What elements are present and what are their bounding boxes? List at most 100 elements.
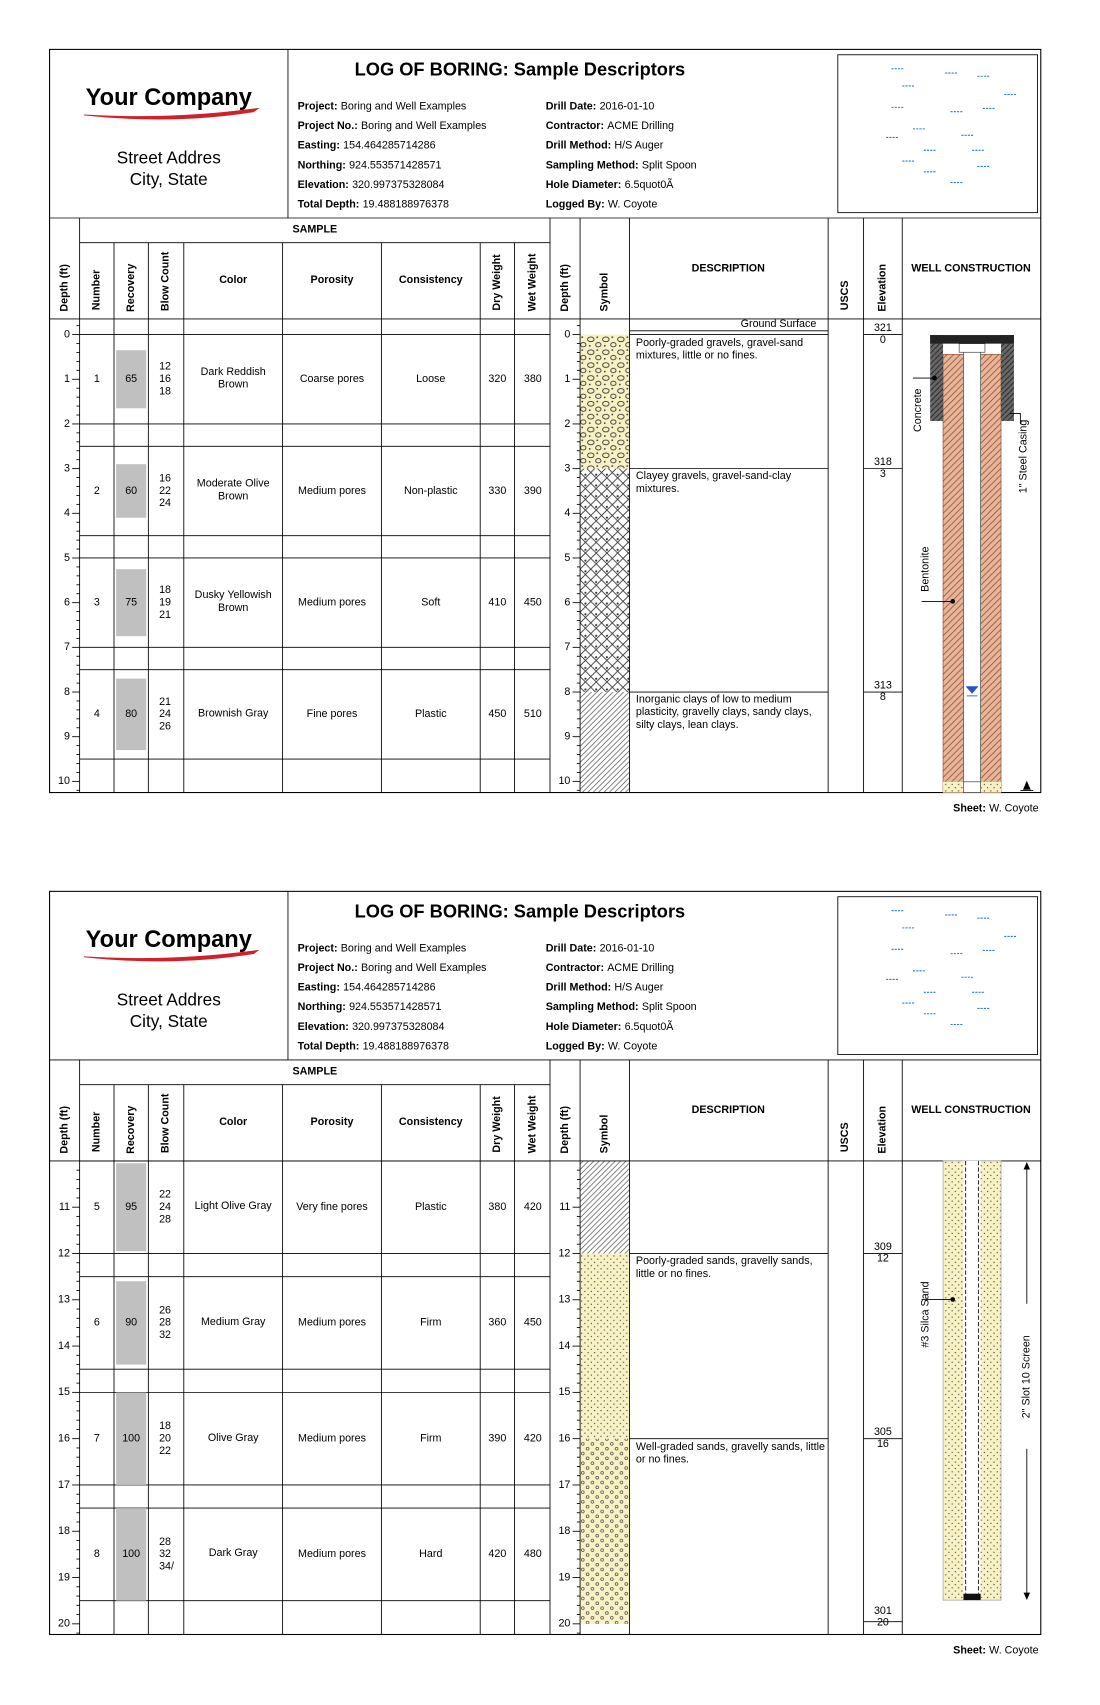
address: City, State — [130, 169, 208, 189]
porosity: Medium pores — [298, 485, 366, 497]
depth-tick-label: 16 — [558, 1432, 570, 1444]
header-field: Logged By: W. Coyote — [546, 1040, 658, 1052]
depth-tick-label: 8 — [564, 686, 570, 698]
column-header: Recovery — [125, 264, 137, 312]
sheet-value: W. Coyote — [989, 802, 1038, 814]
field-value: Boring and Well Examples — [341, 100, 467, 112]
well-label: Concrete — [912, 388, 924, 432]
sample-number: 7 — [94, 1432, 100, 1444]
well-label: 2" Slot 10 Screen — [1021, 1335, 1033, 1418]
header-field: Sampling Method: Split Spoon — [546, 159, 697, 171]
water-level — [965, 686, 979, 694]
depth-label: 3 — [880, 468, 886, 480]
depth-tick-label: 10 — [58, 775, 70, 787]
field-label: Drill Date: — [546, 942, 597, 954]
recovery-bar — [116, 1163, 147, 1252]
field-label: Hole Diameter: — [546, 1021, 622, 1033]
depth-tick-label: 8 — [64, 686, 70, 698]
description: Inorganic clays of low to medium plastic… — [635, 694, 812, 732]
header-field: Contractor: ACME Drilling — [546, 962, 674, 974]
consistency: Plastic — [415, 708, 447, 720]
sample-number: 6 — [94, 1317, 100, 1329]
recovery-bar — [116, 464, 147, 518]
blow-count: 19 — [159, 596, 171, 608]
column-header: Porosity — [311, 1116, 354, 1128]
header-field: Project: Boring and Well Examples — [298, 942, 467, 954]
header-field: Project: Boring and Well Examples — [298, 100, 467, 112]
depth-tick-label: 17 — [558, 1479, 570, 1491]
header-field: Contractor: ACME Drilling — [546, 120, 674, 132]
color: Dark Gray — [208, 1547, 258, 1560]
column-header: Dry Weight — [491, 254, 503, 311]
depth-tick-label: 10 — [558, 775, 570, 787]
well-label: Bentonite — [920, 546, 932, 591]
color-box: Dark Reddish Brown — [200, 366, 266, 392]
header-field: Drill Method: H/S Auger — [546, 139, 664, 151]
color: Medium Gray — [200, 1316, 266, 1329]
wet-weight: 450 — [524, 1317, 542, 1329]
depth-tick-label: 2 — [564, 418, 570, 430]
blow-count: 18 — [159, 1420, 171, 1432]
depth-tick-label: 20 — [558, 1618, 570, 1630]
recovery-bar — [116, 1392, 147, 1485]
header-field: Total Depth: 19.488188976378 — [298, 1040, 449, 1052]
porosity: Medium pores — [298, 1317, 366, 1329]
pipe-cap — [958, 343, 986, 353]
description: Well-graded sands, gravelly sands, littl… — [635, 1440, 825, 1466]
depth-tick-label: 14 — [558, 1340, 570, 1352]
blow-count: 24 — [159, 708, 171, 720]
field-label: Total Depth: — [298, 1040, 360, 1052]
blow-count: 21 — [159, 609, 171, 621]
color: Dark Reddish Brown — [200, 366, 266, 392]
consistency: Firm — [420, 1317, 441, 1329]
field-label: Project No.: — [298, 120, 358, 132]
field-value: Split Spoon — [642, 159, 697, 171]
porosity: Medium pores — [298, 596, 366, 608]
color-box: Light Olive Gray — [195, 1201, 272, 1213]
blow-count: 18 — [159, 584, 171, 596]
blow-count: 28 — [159, 1213, 171, 1225]
depth-tick-label: 15 — [58, 1386, 70, 1398]
address: City, State — [130, 1011, 208, 1031]
color-box: Dark Gray — [208, 1547, 258, 1560]
column-header: Consistency — [399, 1116, 463, 1128]
recovery-bar — [116, 678, 147, 751]
dry-weight: 390 — [488, 1432, 506, 1444]
column-header: WELL CONSTRUCTION — [911, 1104, 1031, 1116]
porosity: Medium pores — [298, 1432, 366, 1444]
column-header: USCS — [839, 1122, 851, 1152]
blow-count: 32 — [159, 1329, 171, 1341]
header-field: Easting: 154.464285714286 — [298, 139, 436, 151]
recovery: 65 — [125, 373, 137, 385]
recovery-bar — [116, 1508, 147, 1601]
field-label: Logged By: — [546, 198, 605, 210]
blow-count: 24 — [159, 497, 171, 509]
color: Dusky Yellowish Brown — [194, 589, 272, 615]
color: Moderate Olive Brown — [196, 478, 270, 503]
depth-tick-label: 14 — [58, 1340, 70, 1352]
address: Street Addres — [117, 147, 221, 167]
blow-count: 28 — [159, 1317, 171, 1329]
blow-count: 12 — [159, 361, 171, 373]
symbol-fill — [580, 1253, 630, 1439]
field-label: Sampling Method: — [546, 1001, 639, 1013]
depth-tick-label: 2 — [64, 418, 70, 430]
site-map — [837, 54, 1038, 214]
column-header: Wet Weight — [527, 1095, 539, 1153]
description-box: Poorly-graded gravels, gravel-sand mixtu… — [636, 337, 803, 362]
dry-weight: 420 — [488, 1548, 506, 1560]
log-page: Poorly-graded gravels, gravel-sand mixtu… — [49, 48, 1042, 814]
consistency: Hard — [419, 1548, 442, 1560]
well-label: 1" Steel Casing — [1017, 420, 1029, 494]
dry-weight: 450 — [488, 708, 506, 720]
field-value: 2016-01-10 — [600, 942, 655, 954]
depth-label: 8 — [880, 691, 886, 703]
field-label: Project: — [298, 942, 338, 954]
depth-label: 20 — [877, 1617, 889, 1629]
field-value: 6.5quot0Ã — [625, 1020, 675, 1033]
field-label: Easting: — [298, 981, 340, 993]
column-header: DESCRIPTION — [692, 1104, 766, 1116]
dry-weight: 360 — [488, 1317, 506, 1329]
end-cap — [963, 1593, 981, 1601]
depth-tick-label: 13 — [558, 1294, 570, 1306]
